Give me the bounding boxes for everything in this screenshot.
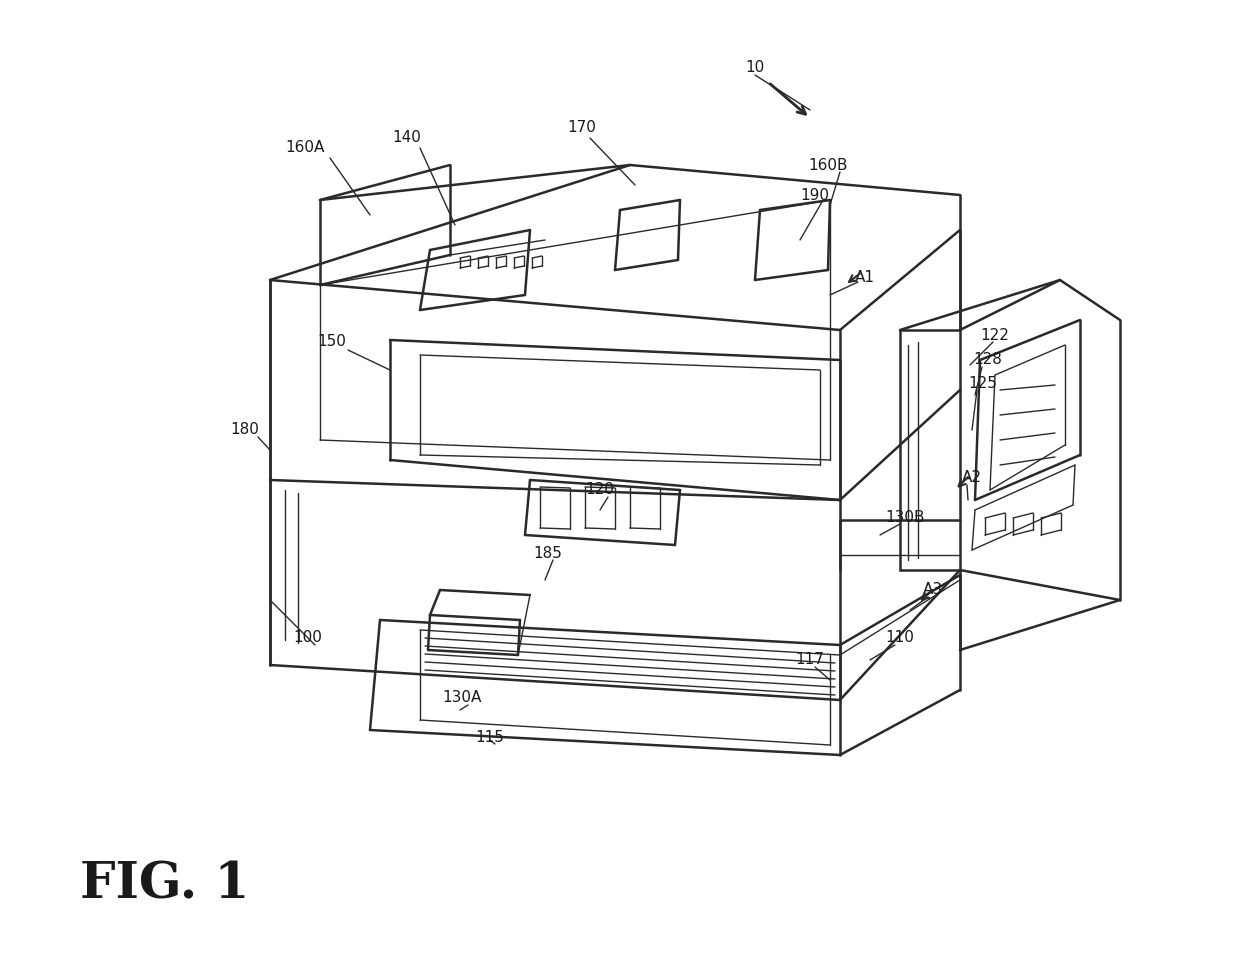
Text: 115: 115 (476, 730, 505, 744)
Text: A2: A2 (962, 470, 982, 486)
Text: 170: 170 (568, 120, 596, 136)
Text: 117: 117 (796, 652, 825, 668)
Text: 10: 10 (745, 60, 765, 76)
Text: 110: 110 (885, 630, 914, 646)
Text: 190: 190 (801, 188, 830, 202)
Text: 100: 100 (294, 630, 322, 646)
Text: 140: 140 (393, 131, 422, 145)
Text: A3: A3 (923, 583, 944, 597)
Text: 125: 125 (968, 376, 997, 390)
Text: FIG. 1: FIG. 1 (81, 861, 249, 910)
Text: 130A: 130A (443, 690, 481, 706)
Text: 180: 180 (231, 422, 259, 438)
Text: 122: 122 (981, 327, 1009, 343)
Text: 128: 128 (973, 352, 1002, 368)
Text: 130B: 130B (885, 510, 925, 526)
Text: A1: A1 (856, 270, 875, 286)
Text: 160A: 160A (285, 140, 325, 156)
Text: 185: 185 (533, 546, 563, 560)
Text: 150: 150 (317, 335, 346, 349)
Text: 160B: 160B (808, 158, 848, 172)
Text: 120: 120 (585, 482, 615, 498)
